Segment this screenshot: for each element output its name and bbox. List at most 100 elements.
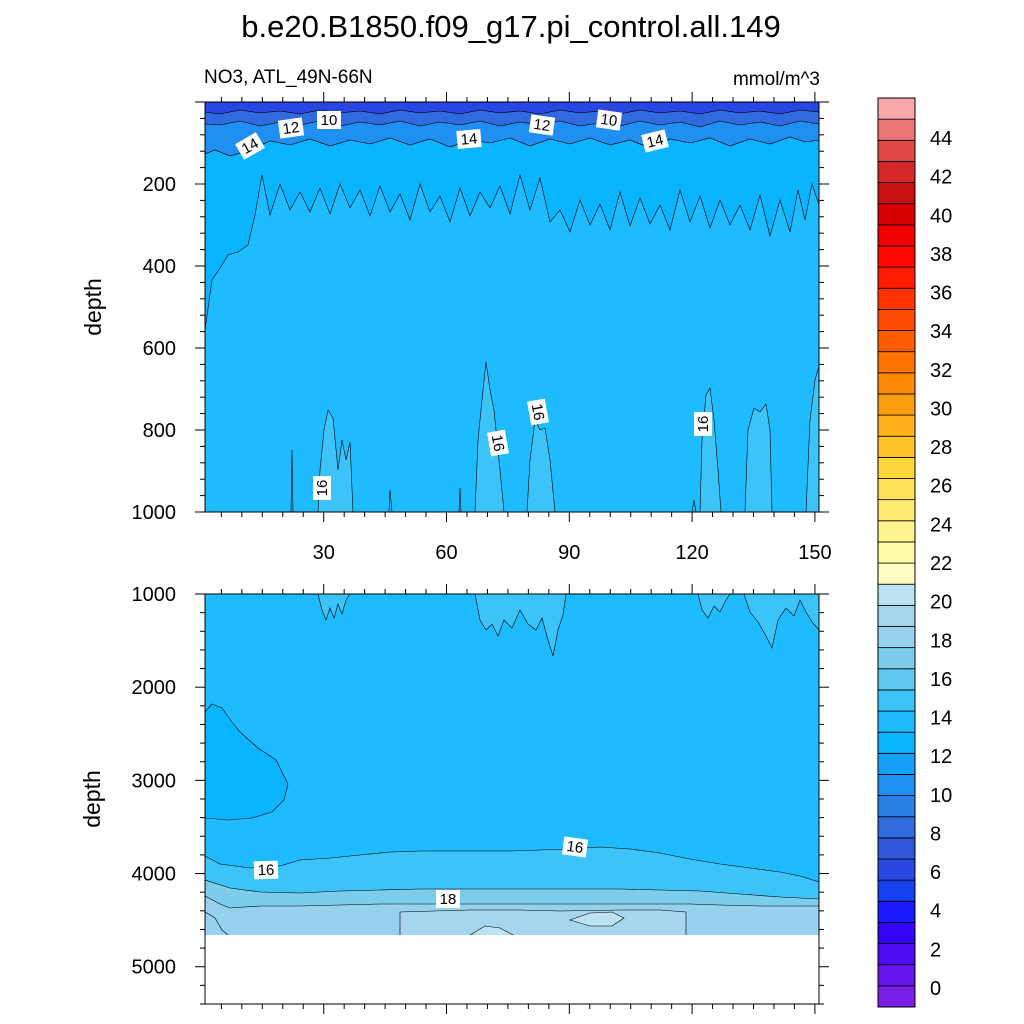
- colorbar-box: [877, 139, 916, 162]
- units-label: mmol/m^3: [733, 69, 820, 90]
- colorbar-frame: [877, 97, 916, 1008]
- contour-label: 10: [317, 111, 341, 129]
- contour-label-bg: [641, 129, 669, 153]
- contour-label-bg: [487, 429, 509, 457]
- colorbar-labels: 0246810121416182022242628303234363840424…: [930, 128, 952, 1000]
- colorbar-tick-label: 24: [930, 514, 952, 536]
- upper-fill-band-16e: [744, 403, 773, 512]
- colorbar-box: [877, 161, 916, 183]
- contour-label-text: 14: [239, 135, 262, 158]
- colorbar-box: [877, 583, 916, 606]
- contour-label-text: 16: [565, 838, 584, 857]
- colorbar-tick-label: 16: [930, 669, 952, 691]
- upper-ytick-labels: 200 400 600 800 1000: [132, 174, 177, 524]
- xtick-label: 120: [675, 542, 708, 564]
- colorbar-tick-label: 2: [930, 939, 941, 961]
- colorbar-tick-label: 4: [930, 901, 941, 923]
- colorbar-box: [877, 456, 916, 479]
- upper-axis-ticks: [195, 92, 829, 522]
- contour-label-text: 12: [532, 116, 551, 135]
- contour-label: 14: [641, 129, 669, 153]
- lower-fill-band-14: [205, 703, 289, 821]
- contour-label-text: 14: [645, 131, 665, 152]
- contour-label: 10: [595, 109, 623, 131]
- colorbar-box: [877, 308, 916, 331]
- colorbar-box: [877, 562, 916, 585]
- colorbar-tick-label: 18: [930, 630, 952, 652]
- upper-fill-band-14: [205, 136, 819, 331]
- xtick-label: 90: [558, 542, 580, 564]
- xtick-label: 150: [798, 542, 831, 564]
- colorbar-box: [877, 689, 916, 712]
- colorbar-box: [877, 266, 916, 289]
- colorbar: 0246810121416182022242628303234363840424…: [877, 97, 952, 1008]
- colorbar-tick-label: 32: [930, 360, 952, 382]
- ytick-label: 4000: [132, 864, 177, 886]
- colorbar-box: [877, 330, 916, 353]
- ytick-label: 1000: [132, 584, 177, 606]
- contour-label-bg: [595, 109, 623, 131]
- upper-contour-line-stub-2: [388, 489, 393, 512]
- colorbar-tick-label: 14: [930, 708, 952, 730]
- chart-title: b.e20.B1850.f09_g17.pi_control.all.149: [241, 9, 781, 44]
- colorbar-box: [877, 985, 916, 1008]
- upper-xtick-labels: 30 60 90 120 150: [313, 542, 832, 564]
- upper-contour-line-stub-4: [691, 499, 697, 512]
- upper-contour-line-stub-3: [458, 487, 462, 512]
- contour-label-bg: [527, 398, 549, 426]
- colorbar-tick-label: 8: [930, 823, 941, 845]
- colorbar-box: [877, 816, 916, 839]
- contour-label: 16: [694, 412, 712, 436]
- colorbar-box: [877, 224, 916, 247]
- colorbar-box: [877, 372, 916, 395]
- contour-label-bg: [694, 412, 712, 436]
- colorbar-boxes: [877, 97, 916, 1008]
- lower-missing-region: [205, 935, 819, 1004]
- contour-label-bg: [235, 132, 265, 160]
- colorbar-box: [877, 795, 916, 818]
- colorbar-box: [877, 752, 916, 775]
- contour-label: 18: [436, 890, 460, 908]
- colorbar-tick-label: 42: [930, 167, 952, 189]
- colorbar-box: [877, 837, 916, 860]
- lower-ylabel: depth: [79, 770, 105, 828]
- xtick-label: 30: [313, 542, 335, 564]
- contour-label-text: 16: [528, 402, 548, 421]
- contour-label-text: 10: [321, 112, 338, 129]
- colorbar-tick-label: 34: [930, 321, 952, 343]
- colorbar-box: [877, 118, 916, 141]
- colorbar-tick-label: 44: [930, 128, 952, 150]
- lower-axis-ticks: [195, 584, 829, 1014]
- variable-label: NO3, ATL_49N-66N: [204, 67, 373, 88]
- contour-label-text: 16: [695, 416, 712, 433]
- colorbar-box: [877, 520, 916, 543]
- upper-plot-frame: [204, 101, 820, 513]
- contour-label-bg: [313, 476, 331, 500]
- contour-label: 14: [235, 132, 265, 160]
- upper-ylabel: depth: [80, 278, 106, 336]
- ytick-label: 5000: [132, 957, 177, 979]
- colorbar-box: [877, 414, 916, 437]
- colorbar-box: [877, 858, 916, 881]
- contour-label-bg: [561, 836, 589, 858]
- ytick-label: 3000: [132, 770, 177, 792]
- ytick-label: 2000: [132, 677, 177, 699]
- colorbar-tick-label: 6: [930, 862, 941, 884]
- colorbar-box: [877, 287, 916, 310]
- contour-label: 12: [277, 117, 305, 139]
- colorbar-box: [877, 478, 916, 501]
- ytick-label: 400: [143, 256, 176, 278]
- colorbar-tick-label: 36: [930, 283, 952, 305]
- contour-label: 16: [487, 429, 509, 457]
- upper-contour-line-stub-1: [290, 449, 294, 512]
- lower-fill-band-16-top-3: [697, 594, 731, 619]
- colorbar-tick-label: 26: [930, 476, 952, 498]
- colorbar-box: [877, 182, 916, 205]
- colorbar-box: [877, 393, 916, 416]
- colorbar-box: [877, 541, 916, 564]
- xtick-label: 60: [435, 542, 457, 564]
- contour-label-bg: [317, 111, 341, 129]
- colorbar-box: [877, 922, 916, 944]
- colorbar-box: [877, 604, 916, 627]
